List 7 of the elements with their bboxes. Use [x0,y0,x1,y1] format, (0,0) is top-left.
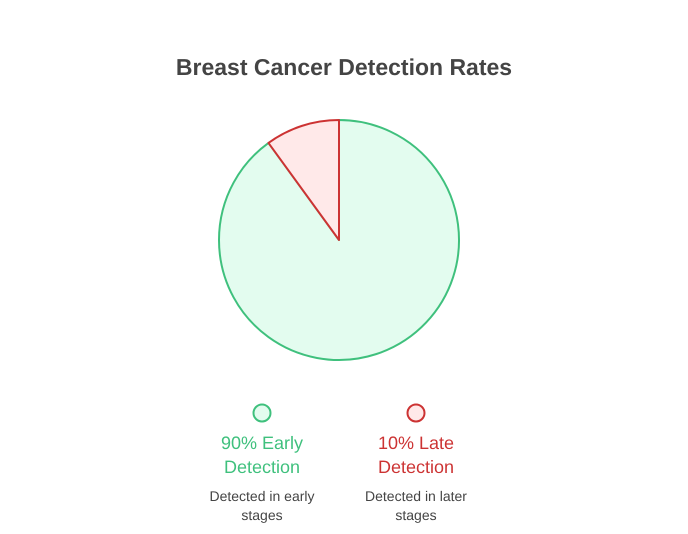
legend-label: 90% Early Detection [220,433,304,477]
text: Detected in later stages [365,488,468,523]
text: Detected in early stages [209,488,315,523]
legend-label: 10% Late Detection [378,433,454,477]
pie-slice [267,119,340,241]
pie-slice [218,119,460,361]
chart-title: Breast Cancer Detection Rates [176,54,512,80]
